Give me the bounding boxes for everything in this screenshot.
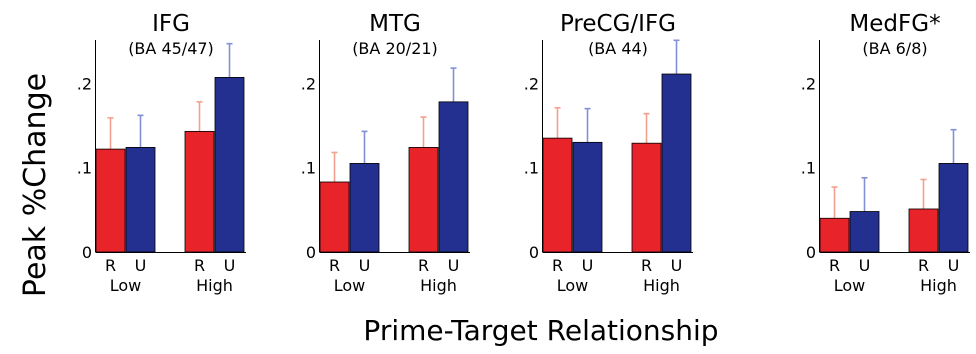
y-tick-label: .1 (301, 159, 316, 178)
condition-label: R (105, 256, 116, 275)
condition-label: U (135, 256, 147, 275)
y-tick-label: 0 (306, 243, 316, 262)
condition-label: U (448, 256, 460, 275)
bar-U-High (214, 77, 245, 253)
condition-label: U (359, 256, 371, 275)
y-tick-label: .1 (524, 159, 539, 178)
y-tick-label: .2 (301, 74, 316, 93)
group-label: Low (557, 276, 589, 295)
condition-label: R (918, 256, 929, 275)
condition-label: R (829, 256, 840, 275)
panel-subtitle: (BA 20/21) (352, 39, 438, 58)
panel-title: MTG (369, 11, 421, 37)
group-label: High (420, 276, 457, 295)
group-label: Low (334, 276, 366, 295)
y-tick-label: .1 (801, 159, 816, 178)
group-label: Low (834, 276, 866, 295)
condition-label: R (641, 256, 652, 275)
y-tick-label: .2 (524, 74, 539, 93)
bar-R-Low (319, 181, 350, 253)
condition-label: R (194, 256, 205, 275)
y-axis-label: Peak %Change (18, 73, 53, 297)
bar-U-High (661, 73, 692, 253)
group-label: High (643, 276, 680, 295)
panel-subtitle: (BA 6/8) (862, 39, 927, 58)
panel-subtitle: (BA 45/47) (128, 39, 214, 58)
bar-U-Low (349, 163, 380, 253)
bar-R-High (408, 147, 439, 253)
condition-label: R (329, 256, 340, 275)
bar-R-High (908, 208, 939, 253)
y-tick-label: .2 (77, 74, 92, 93)
condition-label: U (671, 256, 683, 275)
bar-R-High (184, 130, 215, 253)
condition-label: U (948, 256, 960, 275)
bar-R-Low (95, 148, 126, 253)
group-label: High (920, 276, 957, 295)
bar-R-Low (542, 137, 573, 253)
y-tick-label: 0 (82, 243, 92, 262)
bar-R-High (631, 142, 662, 253)
condition-label: U (859, 256, 871, 275)
y-tick-label: .1 (77, 159, 92, 178)
bar-U-Low (125, 147, 156, 253)
bar-U-Low (849, 211, 880, 253)
bar-R-Low (819, 217, 850, 253)
panel-title: PreCG/IFG (560, 11, 676, 37)
bar-U-Low (572, 141, 603, 253)
panel-title: IFG (152, 11, 190, 37)
x-axis-label: Prime-Target Relationship (363, 314, 718, 347)
y-tick-label: 0 (806, 243, 816, 262)
condition-label: R (552, 256, 563, 275)
y-tick-label: 0 (529, 243, 539, 262)
y-tick-label: .2 (801, 74, 816, 93)
condition-label: U (582, 256, 594, 275)
condition-label: U (224, 256, 236, 275)
panel-subtitle: (BA 44) (588, 39, 648, 58)
condition-label: R (418, 256, 429, 275)
group-label: High (196, 276, 233, 295)
panel-title: MedFG* (849, 11, 940, 37)
group-label: Low (110, 276, 142, 295)
bar-U-High (938, 163, 969, 253)
bar-U-High (438, 101, 469, 253)
